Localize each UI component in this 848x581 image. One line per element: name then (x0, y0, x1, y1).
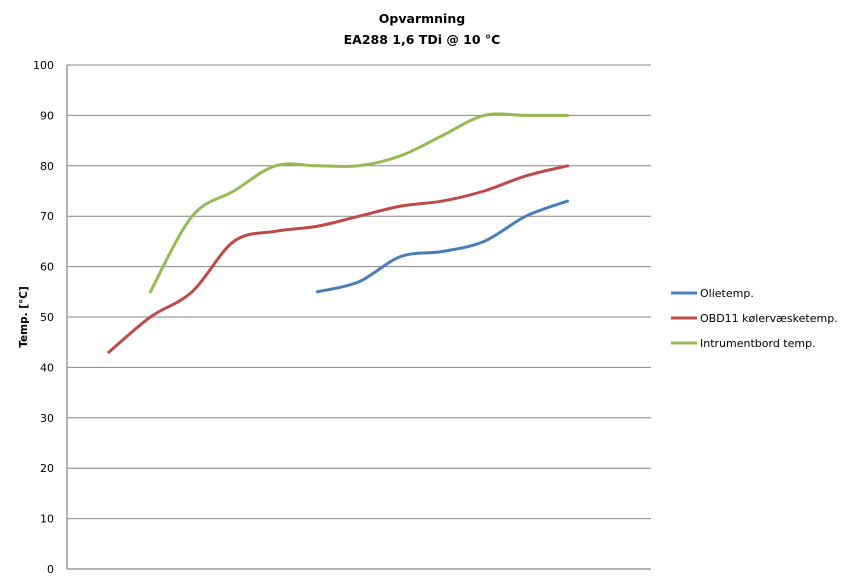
y-axis-label: Temp. [°C] (18, 286, 30, 348)
y-tick-label: 0 (47, 563, 54, 576)
series-line-0 (315, 199, 570, 294)
y-tick-label: 10 (40, 513, 54, 526)
y-tick-label: 80 (40, 160, 54, 173)
y-tick-label: 30 (40, 412, 54, 425)
legend: Olietemp. OBD11 kølervæsketemp. Intrumentb… (671, 287, 838, 350)
chart-title: Opvarmning (379, 11, 465, 26)
legend-label: OBD11 kølervæsketemp. (700, 312, 838, 325)
legend-label: Intrumentbord temp. (700, 337, 816, 350)
y-tick-label: 100 (33, 59, 54, 72)
y-tick-label: 20 (40, 462, 54, 475)
legend-label: Olietemp. (700, 287, 754, 300)
y-tick-label: 50 (40, 311, 54, 324)
legend-item: OBD11 kølervæsketemp. (671, 312, 838, 325)
chart-subtitle: EA288 1,6 TDi @ 10 °C (344, 32, 501, 47)
legend-item: Olietemp. (671, 287, 754, 300)
y-tick-label: 40 (40, 361, 54, 374)
series-line-1 (107, 164, 570, 354)
gridlines (67, 64, 651, 570)
y-tick-label: 70 (40, 210, 54, 223)
y-tick-label: 60 (40, 261, 54, 274)
y-axis-ticks: 0 10 20 30 40 50 60 70 80 90 100 (33, 59, 54, 576)
plot-area (107, 112, 570, 354)
series-line-2 (148, 112, 570, 294)
legend-item: Intrumentbord temp. (671, 337, 816, 350)
y-tick-label: 90 (40, 109, 54, 122)
axes (66, 65, 651, 570)
